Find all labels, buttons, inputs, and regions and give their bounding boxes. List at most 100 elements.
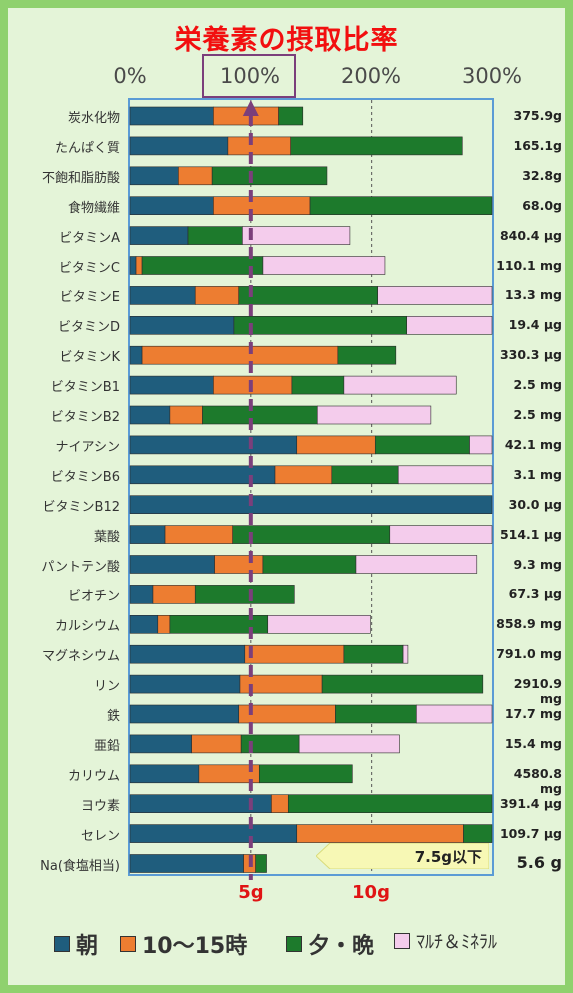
x-tick-300: 300% bbox=[461, 64, 523, 88]
bar-segment bbox=[129, 824, 298, 843]
legend-swatch-morning bbox=[54, 936, 70, 952]
row-label: カルシウム bbox=[54, 619, 120, 635]
bar-segment bbox=[135, 256, 143, 275]
bar-segment bbox=[129, 196, 214, 215]
bar-segment bbox=[129, 375, 214, 395]
bar-segment bbox=[129, 315, 235, 335]
row-total-value: 19.4 µg bbox=[508, 317, 562, 333]
bar-segment bbox=[129, 854, 244, 873]
bar-segment bbox=[129, 226, 189, 245]
row-total-value: 15.4 mg bbox=[504, 735, 562, 751]
bar-segment bbox=[214, 555, 264, 574]
row-label: ビタミンB1 bbox=[50, 380, 120, 396]
bar-segment bbox=[191, 734, 242, 754]
legend-swatch-snack bbox=[120, 936, 136, 952]
bar-segment bbox=[152, 585, 196, 604]
bar-segment bbox=[331, 465, 399, 485]
row-label: 葉酸 bbox=[93, 529, 120, 545]
row-total-value: 17.7 mg bbox=[504, 706, 562, 721]
legend-item-supplement: ﾏﾙﾁ＆ﾐﾈﾗﾙ bbox=[394, 928, 497, 954]
row-label: セレン bbox=[80, 828, 120, 844]
highlight-100-box bbox=[202, 54, 296, 98]
bar-segment bbox=[194, 286, 240, 305]
row-total-value: 391.4 µg bbox=[499, 795, 562, 811]
bar-segment bbox=[129, 465, 276, 485]
bar-segment bbox=[402, 644, 409, 664]
bar-segment bbox=[233, 315, 408, 335]
row-total-value: 330.3 µg bbox=[499, 347, 562, 363]
plot-area bbox=[128, 98, 494, 876]
row-total-value: 42.1 mg bbox=[504, 436, 562, 452]
legend-label-morning: 朝 bbox=[76, 934, 99, 959]
row-total-value: 2910.9 mg bbox=[513, 676, 562, 707]
row-label: ビタミンB6 bbox=[50, 469, 120, 485]
bar-segment bbox=[129, 734, 192, 754]
bar-segment bbox=[169, 405, 203, 425]
bar-segment bbox=[129, 704, 240, 724]
bar-segment bbox=[298, 734, 400, 754]
bar-segment bbox=[416, 704, 493, 724]
bar-segment bbox=[374, 435, 470, 455]
bar-segment bbox=[211, 166, 328, 186]
x-tick-0: 0% bbox=[113, 64, 147, 88]
bar-segment bbox=[335, 704, 417, 724]
bar-segment bbox=[141, 256, 264, 275]
bar-segment bbox=[164, 525, 234, 544]
bar-segment bbox=[129, 136, 229, 156]
row-label: ビタミンE bbox=[59, 290, 120, 306]
bar-segment bbox=[469, 435, 493, 455]
bar-segment bbox=[141, 345, 339, 365]
bar-segment bbox=[258, 764, 353, 784]
row-total-value: 791.0 mg bbox=[496, 646, 562, 662]
bar-segment bbox=[202, 405, 318, 425]
bar-segment bbox=[262, 555, 357, 574]
bar-segment bbox=[129, 256, 137, 275]
row-total-value: 110.1 mg bbox=[496, 257, 562, 273]
bar-segment bbox=[355, 555, 478, 574]
bar-segment bbox=[316, 405, 432, 425]
row-total-value: 109.7 µg bbox=[499, 825, 562, 841]
legend-label-snack: 10～15時 bbox=[142, 934, 248, 959]
bar-segment bbox=[129, 525, 166, 544]
bar-segment bbox=[169, 614, 269, 634]
row-total-value: 375.9g bbox=[513, 108, 563, 123]
legend: 朝 10～15時 夕・晩 ﾏﾙﾁ＆ﾐﾈﾗﾙ bbox=[44, 928, 564, 962]
bar-segment bbox=[309, 196, 493, 215]
x-tick-200: 200% bbox=[340, 64, 402, 88]
row-label: ヨウ素 bbox=[80, 798, 120, 814]
bar-segment bbox=[129, 614, 159, 634]
bar-segment bbox=[129, 286, 196, 305]
bar-segment bbox=[296, 824, 464, 843]
row-label: 不飽和脂肪酸 bbox=[41, 170, 120, 186]
legend-item-evening: 夕・晩 bbox=[286, 928, 374, 960]
row-total-value: 840.4 µg bbox=[499, 227, 562, 243]
row-total-value: 4580.8 mg bbox=[513, 765, 562, 796]
row-total-value: 514.1 µg bbox=[499, 526, 562, 542]
row-label: 食物繊維 bbox=[67, 200, 120, 216]
row-label: ビタミンD bbox=[57, 320, 120, 336]
row-label: パントテン酸 bbox=[41, 559, 120, 575]
bar-segment bbox=[129, 764, 200, 784]
bar-segment bbox=[213, 196, 311, 215]
bar-segment bbox=[343, 375, 457, 395]
bar-segment bbox=[238, 704, 336, 724]
bar-segment bbox=[377, 286, 493, 305]
bar-segment bbox=[271, 794, 289, 814]
row-label: ビタミンA bbox=[59, 230, 120, 246]
row-label: ビタミンB12 bbox=[42, 499, 120, 515]
bar-segment bbox=[296, 435, 376, 455]
bar-segment bbox=[232, 525, 391, 544]
bar-segment bbox=[157, 614, 171, 634]
reference-arrow bbox=[242, 100, 259, 116]
bar-segment bbox=[129, 435, 298, 455]
row-total-value: 67.3 µg bbox=[508, 586, 562, 602]
bar-segment bbox=[337, 345, 397, 365]
row-total-value: 5.6 g bbox=[516, 852, 562, 872]
legend-swatch-evening bbox=[286, 936, 302, 952]
bar-segment bbox=[178, 166, 213, 186]
bar-segment bbox=[129, 166, 179, 186]
bar-segment bbox=[129, 585, 154, 604]
row-label: マグネシウム bbox=[41, 649, 120, 665]
bar-segment bbox=[287, 794, 493, 814]
gram-tick-5g: 5g bbox=[238, 882, 264, 903]
